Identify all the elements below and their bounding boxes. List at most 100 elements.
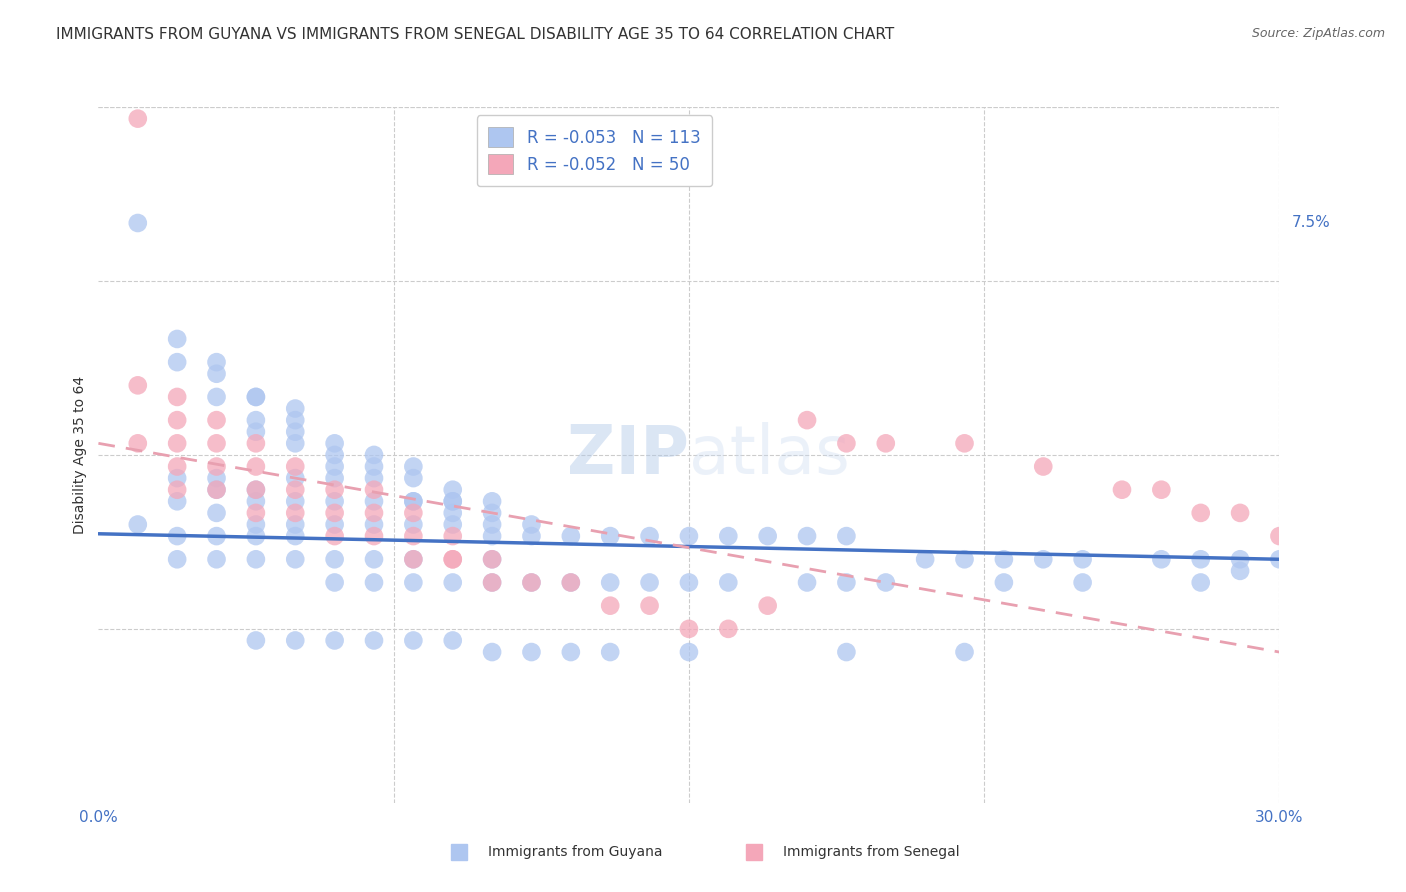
Point [402, 552, 425, 566]
Point [441, 506, 464, 520]
Point [560, 575, 582, 590]
Point [481, 529, 503, 543]
Point [363, 633, 385, 648]
Point [166, 494, 188, 508]
Point [835, 436, 858, 450]
Point [205, 483, 228, 497]
Point [166, 436, 188, 450]
Point [245, 390, 267, 404]
Point [678, 575, 700, 590]
Point [1150, 552, 1173, 566]
Point [441, 517, 464, 532]
Text: atlas: atlas [689, 422, 849, 488]
Point [245, 494, 267, 508]
Point [756, 599, 779, 613]
Point [993, 552, 1015, 566]
Point [402, 471, 425, 485]
Point [481, 575, 503, 590]
Point [678, 622, 700, 636]
Point [402, 494, 425, 508]
Point [284, 633, 307, 648]
Point [1229, 564, 1251, 578]
Point [481, 552, 503, 566]
Point [599, 599, 621, 613]
Point [402, 633, 425, 648]
Point [1189, 506, 1212, 520]
Point [599, 529, 621, 543]
Point [402, 494, 425, 508]
Point [520, 529, 543, 543]
Point [638, 575, 661, 590]
Point [127, 216, 149, 230]
Point [1268, 552, 1291, 566]
Point [1150, 483, 1173, 497]
Point [560, 529, 582, 543]
Point [481, 575, 503, 590]
Point [284, 459, 307, 474]
Point [953, 436, 976, 450]
Point [284, 436, 307, 450]
Point [638, 599, 661, 613]
Point [245, 483, 267, 497]
Point [166, 552, 188, 566]
Point [323, 448, 346, 462]
Point [205, 506, 228, 520]
Point [245, 506, 267, 520]
Point [205, 483, 228, 497]
Point [678, 645, 700, 659]
Point [1229, 506, 1251, 520]
Point [1111, 483, 1133, 497]
Point [678, 529, 700, 543]
Point [1189, 552, 1212, 566]
Point [205, 390, 228, 404]
Point [363, 529, 385, 543]
Point [363, 552, 385, 566]
Point [245, 390, 267, 404]
Point [323, 436, 346, 450]
Point [166, 413, 188, 427]
Point [1071, 552, 1094, 566]
Point [441, 633, 464, 648]
Point [284, 529, 307, 543]
Point [402, 459, 425, 474]
Point [481, 552, 503, 566]
Point [245, 425, 267, 439]
Point [363, 483, 385, 497]
Text: Immigrants from Guyana: Immigrants from Guyana [488, 845, 662, 858]
Point [717, 575, 740, 590]
Point [363, 459, 385, 474]
Point [1071, 575, 1094, 590]
Point [323, 575, 346, 590]
Point [323, 483, 346, 497]
Point [284, 413, 307, 427]
Point [284, 494, 307, 508]
Point [205, 436, 228, 450]
Point [284, 552, 307, 566]
Point [520, 575, 543, 590]
Point [835, 575, 858, 590]
Point [953, 645, 976, 659]
Text: IMMIGRANTS FROM GUYANA VS IMMIGRANTS FROM SENEGAL DISABILITY AGE 35 TO 64 CORREL: IMMIGRANTS FROM GUYANA VS IMMIGRANTS FRO… [56, 27, 894, 42]
Point [245, 633, 267, 648]
Point [166, 471, 188, 485]
Point [323, 506, 346, 520]
Text: ZIP: ZIP [567, 422, 689, 488]
Point [560, 645, 582, 659]
Point [481, 645, 503, 659]
Point [166, 483, 188, 497]
Point [441, 494, 464, 508]
Point [402, 552, 425, 566]
Point [1032, 552, 1054, 566]
Point [205, 552, 228, 566]
Point [205, 413, 228, 427]
Point [323, 633, 346, 648]
Point [520, 575, 543, 590]
Point [717, 529, 740, 543]
Point [323, 494, 346, 508]
Point [520, 645, 543, 659]
Point [402, 529, 425, 543]
Point [166, 355, 188, 369]
Point [481, 517, 503, 532]
Text: 7.5%: 7.5% [1291, 216, 1330, 230]
Point [441, 575, 464, 590]
